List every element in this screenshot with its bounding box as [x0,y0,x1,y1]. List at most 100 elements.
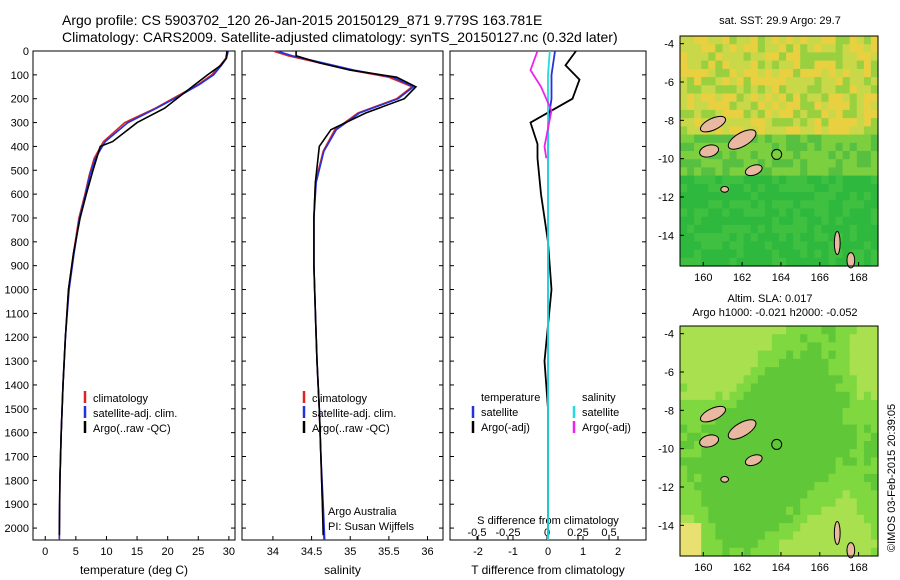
map-cell [835,539,844,549]
map-cell [828,159,837,168]
map-cell [814,342,823,352]
map-cell [750,350,759,360]
map-cell [779,77,787,86]
map-cell [743,539,752,549]
map-cell [821,208,830,218]
map-cell [687,399,695,409]
map-cell [814,77,823,86]
map-cell [736,249,745,259]
x-tick-label: -2 [473,546,483,558]
map-y-tick-label: -10 [658,444,674,456]
map-cell [786,547,794,557]
map-cell [870,457,879,467]
map-cell [835,424,844,434]
map-cell [863,175,872,185]
map-cell [870,183,879,193]
map-cell [779,498,787,508]
map-cell [757,200,766,210]
map-cell [842,375,851,385]
map-cell [814,473,823,483]
map-cell [722,68,731,78]
map-cell [757,93,766,103]
map-cell [779,342,787,352]
map-cell [757,134,766,144]
map-cell [849,126,858,136]
map-cell [863,68,872,78]
map-y-tick-label: -4 [664,39,674,51]
map-cell [807,350,815,360]
map-cell [835,216,844,226]
map-cell [722,93,731,103]
map-cell [870,473,879,483]
map-cell [828,326,837,335]
map-cell [687,449,695,458]
map-cell [750,531,759,541]
map-cell [694,257,702,267]
map-cell [680,539,688,549]
map-cell [856,482,865,491]
map-cell [750,93,759,103]
map-cell [786,449,794,458]
map-cell [835,249,844,259]
map-cell [729,52,738,62]
map-cell [849,118,858,127]
map-cell [821,432,830,442]
map-cell [736,126,745,136]
map-cell [743,408,752,417]
map-cell [729,192,738,201]
map-cell [701,36,709,45]
map-cell [807,399,815,409]
map-cell [722,490,731,500]
map-cell [701,342,709,352]
map-cell [835,457,844,467]
legend-label-climatology: climatology [312,393,368,405]
map-cell [701,200,709,210]
map-cell [835,441,844,450]
map-cell [821,465,830,475]
map-cell [680,457,688,467]
map-cell [856,457,865,467]
map-cell [680,241,688,251]
map-cell [849,208,858,218]
map-cell [863,216,872,226]
map-cell [849,60,858,70]
map-cell [687,118,695,127]
map-cell [771,473,780,483]
map-cell [856,52,865,62]
series-line-satellite [58,50,230,541]
map-cell [800,36,808,45]
map-cell [807,134,815,144]
map-cell [779,200,787,210]
map-cell [764,375,773,385]
map-cell [729,367,738,376]
map-cell [757,60,766,70]
map-cell [863,151,872,160]
x-tick-label: -1 [508,546,518,558]
map-cell [814,126,823,136]
map-cell [814,350,823,360]
map-cell [821,375,830,385]
map-cell [736,342,745,352]
map-cell [821,249,830,259]
map-cell [821,118,830,127]
map-cell [849,514,858,524]
map-cell [680,44,688,53]
map-cell [828,200,837,210]
map-cell [743,367,752,376]
map-cell [743,249,752,259]
map-cell [750,473,759,483]
map-cell [807,257,815,267]
map-cell [764,126,773,136]
y-tick-label: 500 [11,165,29,177]
map-cell [715,183,724,193]
map-cell [757,109,766,119]
map-cell [750,118,759,127]
map-cell [849,200,858,210]
header-line-2: Climatology: CARS2009. Satellite-adjuste… [62,29,618,45]
map-cell [870,151,879,160]
map-cell [870,416,879,426]
map-cell [779,118,787,127]
map-cell [715,531,724,541]
map-cell [835,350,844,360]
